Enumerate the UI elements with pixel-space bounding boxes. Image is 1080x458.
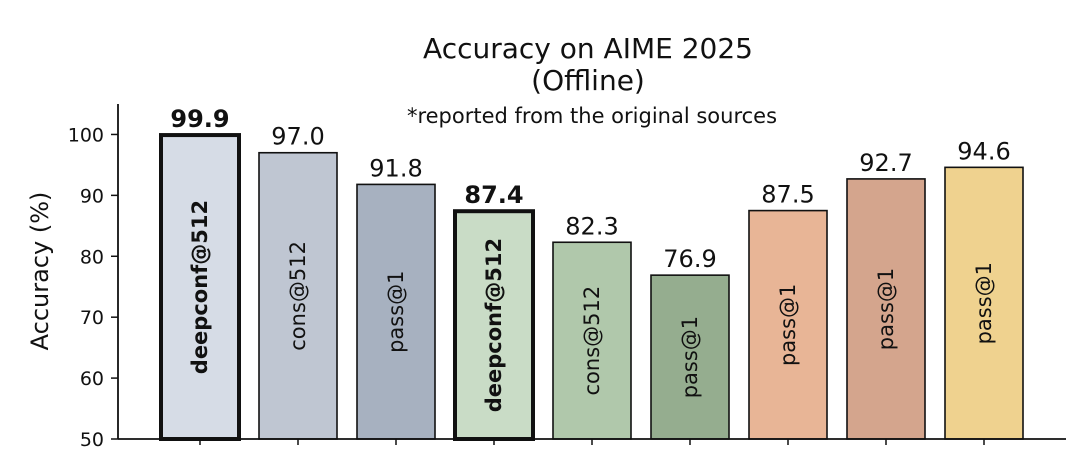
bar-inner-label: deepconf@512 (482, 238, 506, 412)
chart-subtitle: *reported from the original sources (407, 104, 777, 128)
bar (258, 151, 338, 440)
y-tick-label: 70 (80, 307, 104, 329)
bar-value-label: 92.7 (859, 149, 912, 177)
bar (748, 209, 828, 440)
y-tick-label: 50 (80, 429, 104, 451)
y-tick-label: 90 (80, 185, 104, 207)
y-tick-label: 100 (68, 124, 104, 146)
bar (552, 241, 632, 440)
bar (650, 274, 730, 440)
y-tick-label: 80 (80, 246, 104, 268)
bar-value-label: 87.5 (761, 181, 814, 209)
y-tick-label: 60 (80, 368, 104, 390)
bar-value-label: 97.0 (271, 123, 324, 151)
bar-value-label: 99.9 (170, 105, 229, 133)
bar-value-label: 91.8 (369, 154, 422, 182)
bars-group: 99.9 deepconf@512 97.0 cons@512 91.8 pass@1 87… (159, 105, 1024, 445)
bar-value-label: 87.4 (464, 181, 523, 209)
bar-inner-label: cons@512 (580, 286, 604, 396)
chart-title-line2: (Offline) (531, 64, 645, 97)
bar-inner-label: pass@1 (972, 262, 996, 344)
bar-inner-label: pass@1 (384, 270, 408, 352)
bar-value-label: 94.6 (957, 137, 1010, 165)
y-axis-label: Accuracy (%) (26, 192, 54, 351)
bar (356, 183, 436, 440)
bar-inner-label: cons@512 (286, 241, 310, 351)
bar-inner-label: deepconf@512 (188, 200, 212, 374)
bar-inner-label: pass@1 (776, 284, 800, 366)
bar-inner-label: pass@1 (678, 316, 702, 398)
y-axis: 50 60 70 80 90 100 (68, 124, 118, 451)
bar-value-label: 82.3 (565, 212, 618, 240)
bar-inner-label: pass@1 (874, 268, 898, 350)
bar (846, 178, 926, 440)
bar (159, 133, 241, 441)
bar-value-label: 76.9 (663, 245, 716, 273)
chart-title: Accuracy on AIME 2025 (423, 32, 753, 65)
